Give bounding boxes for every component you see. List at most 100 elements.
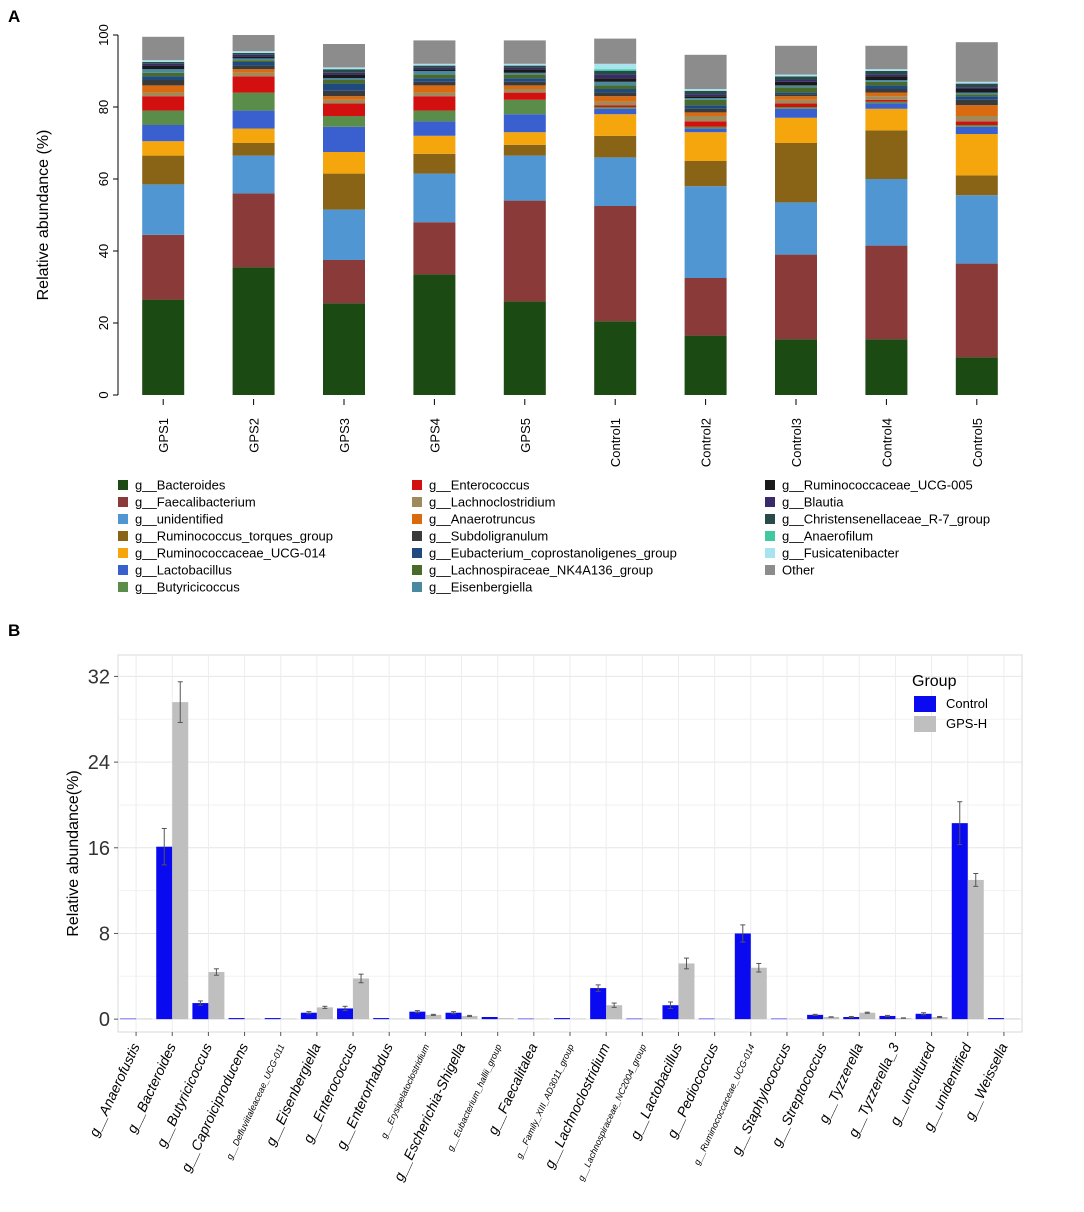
legend-label: g__Bacteroides (135, 478, 226, 493)
stack-segment (413, 65, 456, 68)
legend-swatch (118, 565, 128, 575)
legend-swatch (118, 480, 128, 490)
stack-segment (594, 85, 637, 89)
legend-swatch (412, 531, 422, 541)
legend-swatch (765, 514, 775, 524)
y-tick-label: 8 (99, 923, 110, 945)
legend-label: g__Faecalibacterium (135, 495, 256, 510)
stack-segment (955, 87, 998, 89)
legend-swatch (765, 548, 775, 558)
stack-segment (323, 126, 365, 152)
stack-segment (865, 81, 908, 86)
stack-segment (413, 40, 456, 64)
legend-label: g__Anaerotruncus (429, 512, 536, 527)
legend-label: g__Eisenbergiella (429, 580, 533, 595)
stack-segment (684, 96, 727, 98)
stack-segment (594, 89, 637, 93)
stack-segment (232, 69, 275, 73)
stack-segment (775, 74, 817, 77)
stack-segment (594, 101, 637, 106)
stack-segment (503, 200, 546, 302)
stack-segment (775, 87, 817, 93)
bar (734, 933, 751, 1020)
stack-segment (775, 85, 817, 88)
legend-label: g__Eubacterium_coprostanoligenes_group (429, 546, 677, 561)
stack-segment (413, 92, 456, 97)
legend-label: g__Lachnoclostridium (429, 495, 555, 510)
x-tick-label: GPS5 (518, 418, 533, 453)
stack-segment (594, 135, 637, 158)
stack-segment (323, 83, 365, 91)
stack-segment (684, 89, 727, 91)
stack-segment (594, 321, 637, 395)
legend-label: g__Lachnospiraceae_NK4A136_group (429, 563, 653, 578)
stack-segment (503, 144, 546, 156)
stack-segment (413, 153, 456, 174)
stack-segment (865, 245, 908, 340)
stack-segment (323, 69, 365, 73)
stack-segment (865, 69, 908, 71)
bar (156, 846, 173, 1020)
legend-swatch (914, 696, 936, 712)
legend-label: g__unidentified (135, 512, 223, 527)
stack-segment (503, 72, 546, 75)
stack-segment (232, 193, 275, 268)
stack-segment (775, 254, 817, 340)
stacked-bar-chart: 0 20 40 60 80 100 Relative abundance (%) GPS1 GP… (35, 24, 998, 595)
stack-segment (684, 186, 727, 278)
bar (843, 1017, 860, 1020)
stack-segment (955, 94, 998, 97)
stack-segment (865, 108, 908, 131)
stack-segment (142, 60, 185, 62)
stack-segment (684, 278, 727, 336)
legend-title: Group (912, 673, 957, 690)
bar (533, 1018, 550, 1020)
legend-swatch (118, 497, 128, 507)
stack-segment (684, 99, 727, 106)
stack-segment (865, 92, 908, 97)
stack-segment (232, 72, 275, 77)
legend-label: g__Ruminococcaceae_UCG-005 (782, 478, 973, 493)
bar (714, 1018, 731, 1020)
stack-segment (955, 42, 998, 82)
legend-label: GPS-H (946, 716, 987, 731)
y-tick-label: 60 (96, 172, 111, 186)
y-tick-label: 100 (96, 24, 111, 46)
legend-swatch (118, 548, 128, 558)
bar (445, 1012, 462, 1020)
stack-segment (865, 89, 908, 93)
bar (570, 1018, 586, 1020)
bar (280, 1018, 297, 1020)
stack-segment (232, 76, 275, 93)
stack-segment (594, 206, 637, 322)
stack-segment (413, 81, 456, 86)
legend-label: g__Ruminococcus_torques_group (135, 529, 333, 544)
bar (606, 1005, 623, 1020)
stack-segment (594, 157, 637, 206)
stack-segment (323, 72, 365, 75)
stack-segment (684, 126, 727, 129)
legend-swatch (914, 716, 936, 732)
stack-segment (775, 80, 817, 82)
x-tick-label: Control5 (970, 418, 985, 467)
stack-segment (594, 81, 637, 86)
bar (373, 1018, 390, 1020)
stack-segment (594, 96, 637, 102)
stack-segment (503, 301, 546, 395)
x-tick-label: GPS3 (337, 418, 352, 453)
stack-segment (684, 112, 727, 116)
stack-segment (142, 125, 185, 142)
stack-segment (142, 85, 185, 93)
stack-segment (955, 99, 998, 106)
stack-segment (503, 65, 546, 68)
stack-segment (413, 135, 456, 154)
legend-swatch (412, 565, 422, 575)
x-tick-label: g__Escherichia-Shigella (390, 1040, 468, 1183)
legend-swatch (412, 582, 422, 592)
stack-segment (594, 105, 637, 107)
stack-segment (684, 108, 727, 113)
stack-segment (955, 126, 998, 134)
bar (300, 1012, 317, 1020)
bar (662, 1005, 679, 1020)
